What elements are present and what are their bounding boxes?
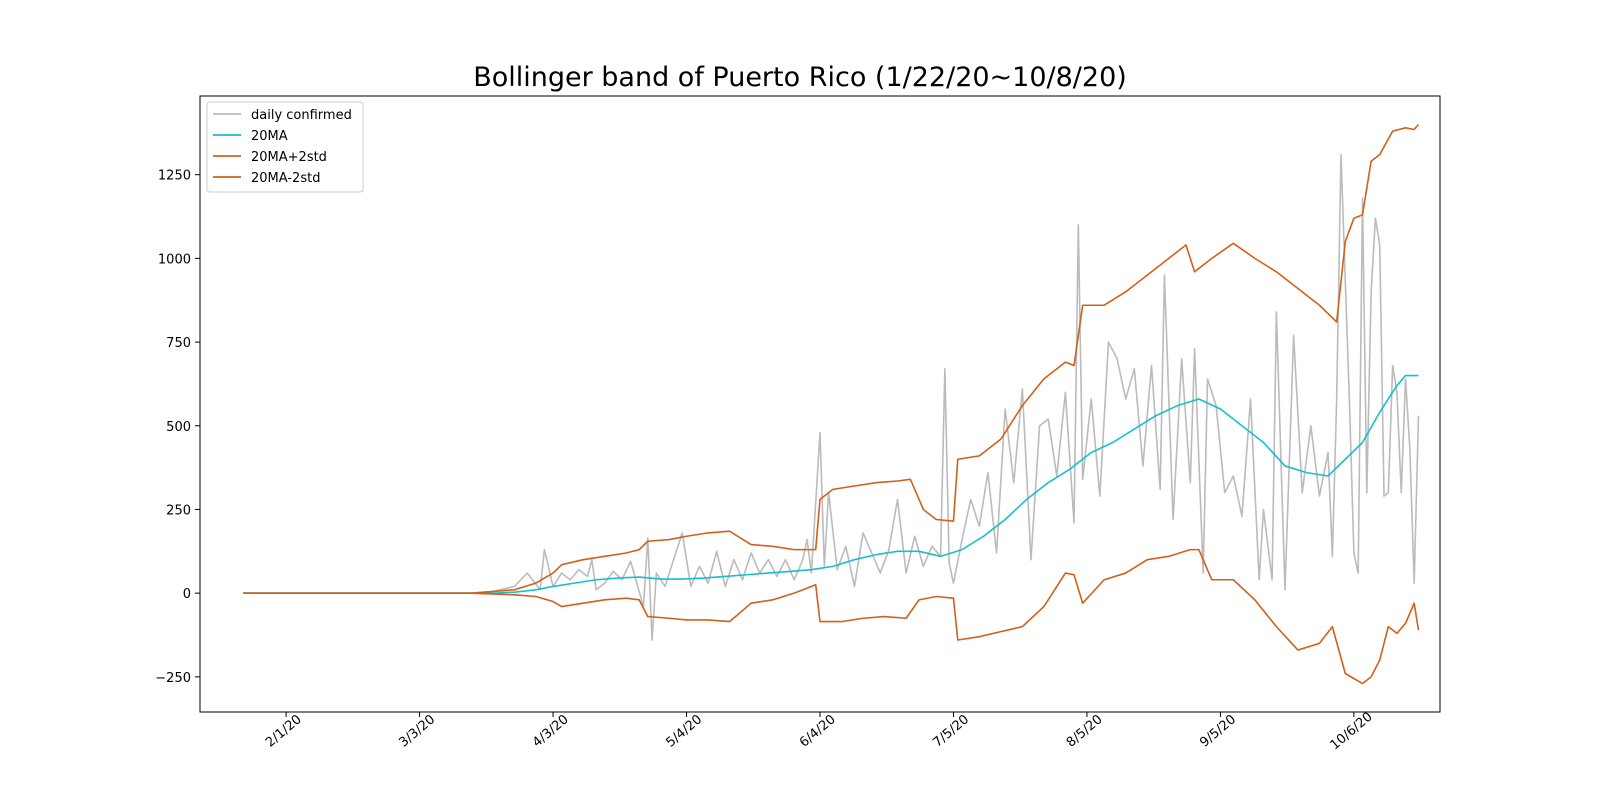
y-tick-label: 250 [166,503,191,518]
legend-label: 20MA+2std [251,150,327,165]
y-tick-label: −250 [155,671,191,686]
x-tick-label: 8/5/20 [1064,712,1106,750]
x-tick-label: 6/4/20 [797,712,839,750]
legend-label: daily confirmed [251,108,352,123]
x-tick-label: 9/5/20 [1197,712,1239,750]
x-tick-label: 3/3/20 [396,712,438,750]
x-tick-label: 2/1/20 [263,712,305,750]
chart-title: Bollinger band of Puerto Rico (1/22/20~1… [473,62,1127,93]
x-tick-label: 7/5/20 [930,712,972,750]
legend: daily confirmed 20MA 20MA+2std 20MA-2std [206,101,364,193]
x-tick-label: 10/6/20 [1328,709,1376,753]
x-axis: 2/1/20 3/3/20 4/3/20 5/4/20 6/4/20 7/5/20 8/5/… [263,709,1376,753]
y-tick-label: 0 [183,587,191,602]
legend-label: 20MA-2std [251,171,320,186]
y-tick-label: 1000 [158,252,191,267]
series-line-0 [243,153,1420,641]
series-line-3 [243,548,1420,685]
x-tick-label: 5/4/20 [663,712,705,750]
legend-label: 20MA [251,129,288,144]
y-axis: −250 0 250 500 750 1000 1250 [155,169,200,686]
legend-box [206,101,364,193]
y-tick-label: 500 [166,420,191,435]
series-line-2 [243,123,1420,594]
series-layer [243,123,1420,685]
y-tick-label: 750 [166,336,191,351]
plot-frame [199,95,1441,713]
x-tick-label: 4/3/20 [530,712,572,750]
series-line-1 [243,374,1419,594]
y-tick-label: 1250 [158,169,191,184]
